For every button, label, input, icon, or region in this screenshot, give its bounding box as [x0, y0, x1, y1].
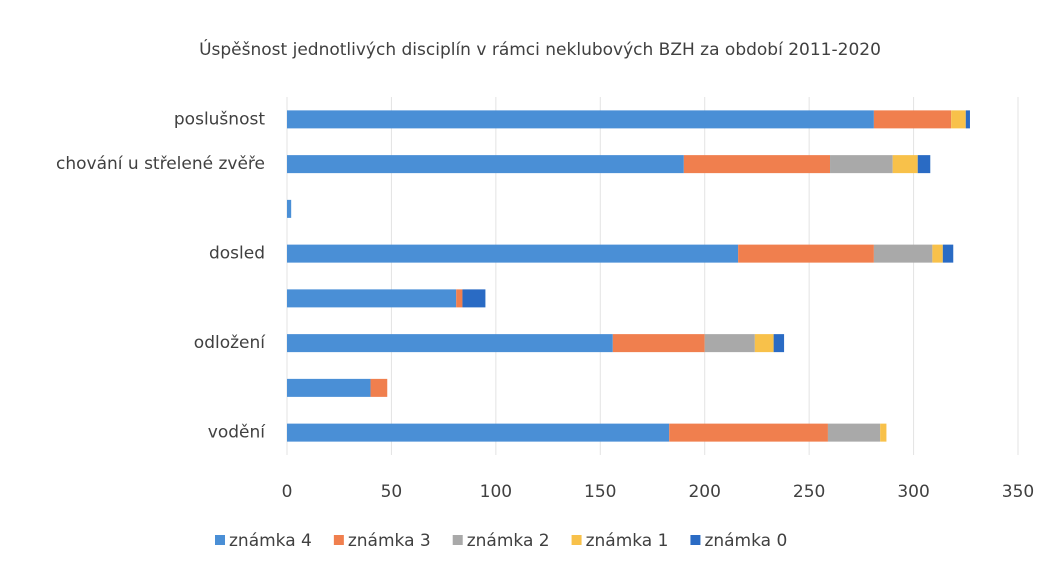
y-tick-label: poslušnost — [174, 109, 265, 129]
legend-swatch — [215, 535, 225, 545]
legend-label: známka 4 — [229, 531, 312, 551]
x-tick-label: 350 — [1002, 482, 1034, 502]
bar-segment — [827, 423, 881, 442]
x-tick-label: 150 — [584, 482, 616, 502]
x-tick-label: 300 — [897, 482, 929, 502]
bar-segment — [830, 155, 893, 174]
bar-segment — [456, 289, 463, 308]
legend-label: známka 1 — [586, 531, 669, 551]
bar-segment — [965, 110, 970, 129]
y-tick-label: odložení — [194, 333, 266, 353]
legend-swatch — [452, 535, 463, 545]
legend-label: známka 3 — [348, 531, 431, 551]
x-tick-label: 200 — [688, 482, 720, 502]
bar-segment — [951, 110, 966, 129]
bar-segment — [287, 244, 739, 263]
chart-title: Úspěšnost jednotlivých disciplín v rámci… — [199, 38, 881, 60]
bar-segment — [892, 155, 918, 174]
y-tick-label: chování u střelené zvěře — [56, 154, 265, 174]
bar-segment — [669, 423, 828, 442]
legend-label: známka 2 — [467, 531, 550, 551]
x-tick-label: 100 — [480, 482, 512, 502]
bar-segment — [754, 334, 774, 353]
bar-segment — [287, 199, 292, 218]
legend-swatch — [571, 535, 582, 545]
bar-segment — [773, 334, 785, 353]
bar-segment — [287, 110, 874, 129]
bar-segment — [942, 244, 954, 263]
x-tick-label: 250 — [793, 482, 825, 502]
y-tick-label: dosled — [209, 244, 265, 264]
y-tick-label: vodění — [208, 423, 266, 443]
bar-segment — [683, 155, 831, 174]
x-tick-label: 50 — [381, 482, 403, 502]
bar-segment — [917, 155, 931, 174]
bar-segment — [462, 289, 486, 308]
bar-segment — [287, 155, 684, 174]
bar-segment — [873, 110, 952, 129]
legend-label: známka 0 — [704, 531, 787, 551]
legend-swatch — [333, 535, 344, 545]
bar-segment — [932, 244, 943, 263]
bar-segment — [738, 244, 874, 263]
bar-segment — [287, 423, 670, 442]
bar-segment — [370, 378, 388, 397]
bar-segment — [612, 334, 705, 353]
bar-segment — [873, 244, 933, 263]
bar-segment — [880, 423, 887, 442]
bar-segment — [287, 334, 613, 353]
bar-segment — [287, 378, 371, 397]
legend-swatch — [690, 535, 701, 545]
bar-segment — [704, 334, 755, 353]
bar-segment — [287, 289, 457, 308]
x-tick-label: 0 — [282, 482, 293, 502]
